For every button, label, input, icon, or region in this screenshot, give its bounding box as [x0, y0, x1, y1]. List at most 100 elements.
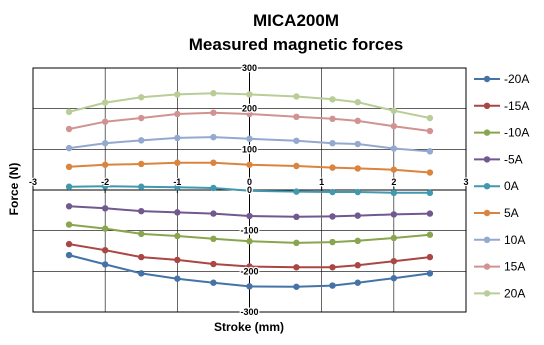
- data-point: [426, 253, 434, 261]
- data-point: [210, 133, 217, 141]
- y-axis-title: Force (N): [7, 163, 21, 216]
- data-point: [210, 109, 217, 116]
- data-point: [329, 115, 336, 123]
- data-point: [329, 96, 336, 103]
- legend-swatch-marker: [483, 183, 491, 190]
- data-point: [293, 162, 300, 170]
- data-point: [390, 234, 398, 242]
- legend-label: 5A: [504, 206, 519, 220]
- data-point: [426, 169, 434, 176]
- y-tick-label: 100: [242, 144, 257, 154]
- data-point: [329, 164, 336, 171]
- data-point: [138, 160, 145, 168]
- data-point: [354, 117, 361, 125]
- x-tick-label: -3: [29, 177, 37, 187]
- data-point: [329, 264, 336, 271]
- data-point: [65, 183, 73, 190]
- legend-swatch-marker: [483, 263, 491, 270]
- legend-item-15A: 15A: [474, 260, 525, 274]
- legend-swatch-marker: [483, 236, 491, 243]
- legend-item--15A: -15A: [474, 99, 529, 113]
- data-point: [329, 238, 336, 246]
- legend-item-20A: 20A: [474, 286, 525, 300]
- data-point: [354, 279, 361, 286]
- data-point: [246, 238, 253, 245]
- data-point: [329, 282, 336, 289]
- data-point: [293, 93, 300, 100]
- x-tick-label: 0: [247, 177, 252, 187]
- data-point: [101, 183, 109, 190]
- data-point: [101, 261, 109, 268]
- legend-label: -10A: [504, 126, 529, 140]
- data-point: [138, 270, 145, 277]
- data-point: [390, 107, 398, 114]
- data-point: [101, 99, 109, 106]
- data-point: [390, 145, 398, 152]
- data-point: [354, 98, 361, 106]
- data-point: [210, 90, 217, 97]
- data-point: [210, 184, 217, 192]
- data-point: [101, 225, 109, 232]
- data-point: [210, 279, 217, 286]
- data-point: [65, 108, 73, 116]
- data-point: [138, 94, 145, 101]
- y-tick-label: 0: [247, 185, 252, 195]
- data-point: [246, 161, 253, 168]
- data-point: [390, 257, 398, 265]
- legend-label: 15A: [504, 260, 525, 274]
- data-point: [174, 232, 181, 240]
- data-point: [390, 189, 398, 197]
- data-point: [329, 188, 336, 196]
- data-point: [65, 163, 73, 171]
- tick-labels: -3 -2 -1 0 1 2 3 300 200 100 0 -100 -200 -300: [28, 62, 470, 319]
- data-point: [246, 263, 253, 270]
- data-point: [210, 235, 217, 242]
- data-point: [390, 211, 398, 218]
- data-point: [138, 114, 145, 122]
- data-point: [390, 122, 398, 130]
- data-point: [426, 148, 434, 155]
- legend-label: -20A: [504, 72, 529, 86]
- legend-item--5A: -5A: [474, 152, 523, 166]
- legend-swatch-marker: [483, 129, 491, 136]
- x-tick-label: -2: [101, 177, 109, 187]
- data-point: [174, 134, 181, 142]
- legend-item-5A: 5A: [474, 206, 519, 220]
- data-point: [138, 207, 145, 215]
- data-point: [329, 140, 336, 147]
- data-point: [354, 262, 361, 269]
- data-point: [293, 213, 300, 221]
- data-point: [426, 210, 434, 217]
- data-point: [354, 212, 361, 219]
- data-point: [210, 260, 217, 268]
- data-point: [293, 264, 300, 271]
- legend-label: -5A: [504, 152, 523, 166]
- data-point: [426, 270, 434, 277]
- data-point: [174, 183, 181, 191]
- data-point: [174, 256, 181, 264]
- data-point: [354, 140, 361, 148]
- data-point: [65, 144, 73, 152]
- data-point: [426, 127, 434, 135]
- data-point: [354, 188, 361, 196]
- data-point: [426, 189, 434, 197]
- chart-title: MICA200M: [253, 11, 339, 30]
- y-tick-label: -300: [240, 307, 258, 317]
- y-tick-label: -200: [240, 266, 258, 276]
- data-point: [246, 135, 253, 142]
- data-point: [246, 283, 253, 290]
- data-point: [101, 205, 109, 212]
- data-point: [174, 275, 181, 282]
- data-point: [138, 253, 145, 261]
- data-point: [390, 275, 398, 282]
- data-point: [101, 118, 109, 125]
- data-point: [101, 140, 109, 147]
- data-point: [293, 137, 300, 144]
- legend-item--10A: -10A: [474, 126, 529, 140]
- data-point: [426, 114, 434, 122]
- data-point: [293, 113, 300, 121]
- x-tick-label: -1: [173, 177, 181, 187]
- data-point: [354, 165, 361, 172]
